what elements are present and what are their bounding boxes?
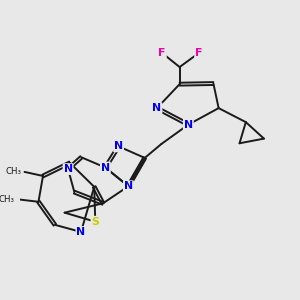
Text: N: N [76, 227, 85, 237]
Text: CH₃: CH₃ [0, 195, 15, 204]
Text: CH₃: CH₃ [6, 167, 22, 176]
Text: N: N [184, 120, 193, 130]
Text: N: N [152, 103, 161, 113]
Text: F: F [195, 48, 202, 58]
Text: N: N [124, 181, 133, 191]
Text: N: N [114, 141, 123, 152]
Text: F: F [158, 48, 166, 58]
Text: N: N [101, 163, 110, 172]
Text: N: N [64, 164, 73, 174]
Text: S: S [92, 217, 99, 227]
